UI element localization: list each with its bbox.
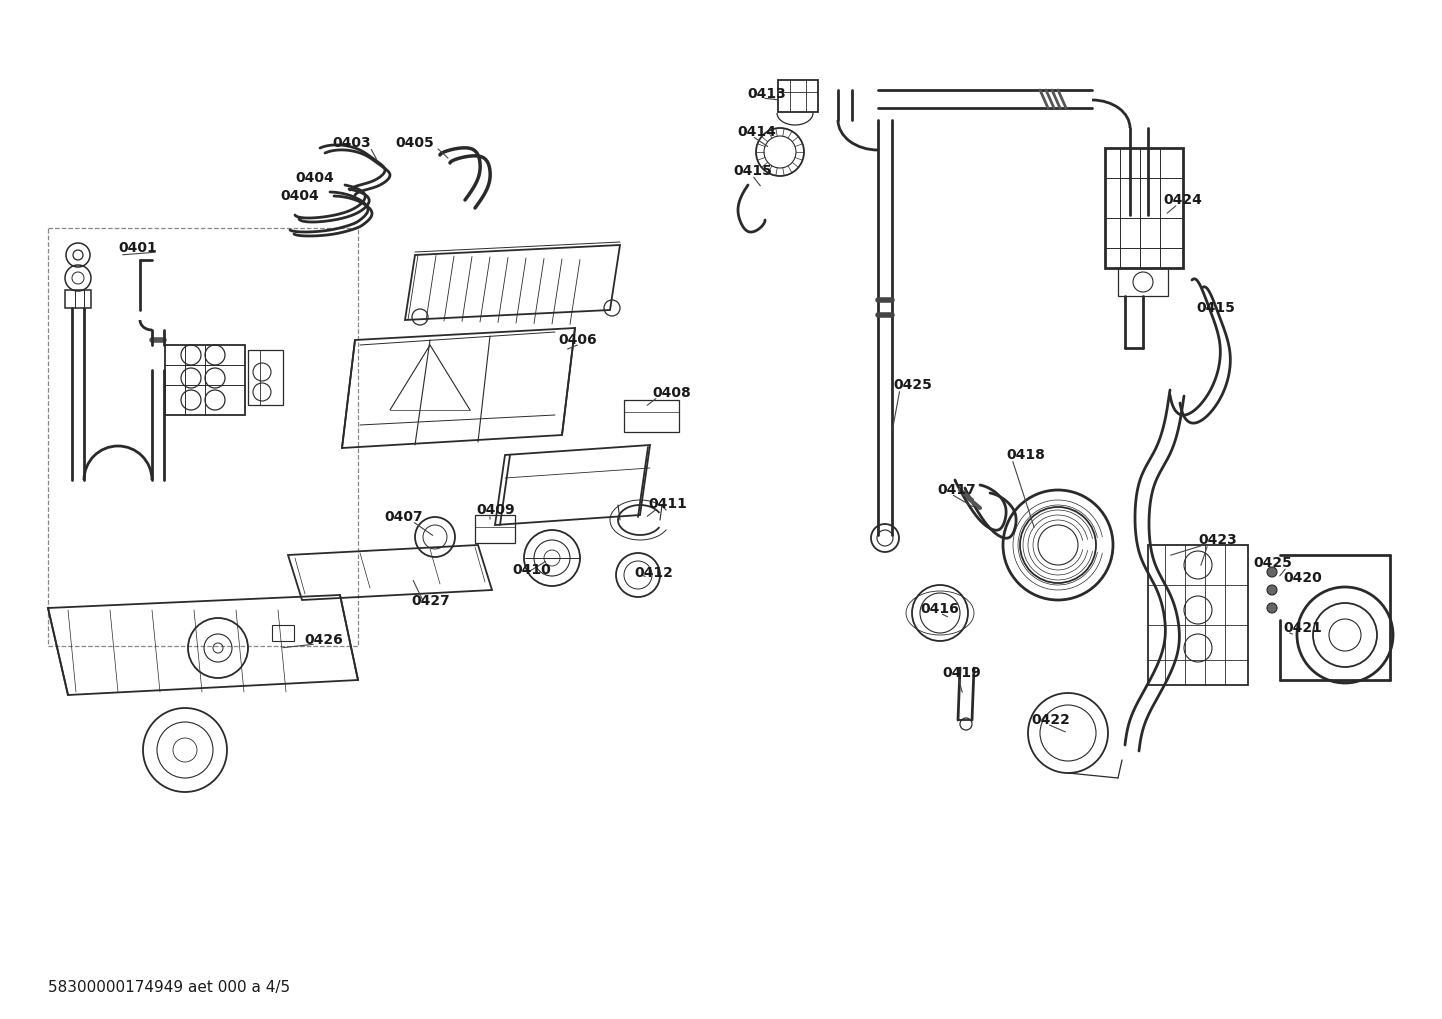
- Bar: [1148, 545, 1247, 685]
- Text: 0415: 0415: [1195, 301, 1234, 315]
- Text: 0419: 0419: [942, 666, 981, 680]
- Text: 0416: 0416: [920, 602, 959, 616]
- Text: 0415: 0415: [733, 164, 771, 178]
- Text: 0424: 0424: [1164, 193, 1201, 207]
- Bar: [1105, 148, 1182, 268]
- Text: 0427: 0427: [411, 594, 450, 608]
- Text: 0409: 0409: [476, 503, 515, 517]
- Text: 0408: 0408: [652, 386, 691, 400]
- Bar: [273, 625, 294, 641]
- Text: 0412: 0412: [634, 566, 673, 580]
- Bar: [164, 345, 245, 415]
- Text: 0426: 0426: [304, 633, 343, 647]
- Bar: [48, 228, 358, 646]
- Bar: [624, 400, 679, 432]
- Circle shape: [1268, 603, 1278, 613]
- Text: 0404: 0404: [280, 189, 319, 203]
- Bar: [1118, 268, 1168, 296]
- Circle shape: [1268, 567, 1278, 577]
- Text: 0425: 0425: [1253, 556, 1292, 570]
- Text: 0420: 0420: [1283, 571, 1322, 585]
- Text: 0401: 0401: [118, 242, 157, 255]
- Text: 0425: 0425: [893, 378, 932, 392]
- Text: 0423: 0423: [1198, 533, 1237, 547]
- Text: 0413: 0413: [747, 87, 786, 101]
- Text: 0405: 0405: [395, 136, 434, 150]
- Bar: [474, 515, 515, 543]
- Circle shape: [1268, 585, 1278, 595]
- Text: 0418: 0418: [1007, 448, 1045, 462]
- Text: 0403: 0403: [332, 136, 371, 150]
- Text: 0404: 0404: [296, 171, 333, 185]
- Text: 0414: 0414: [737, 125, 776, 139]
- Text: 0421: 0421: [1283, 621, 1322, 635]
- Text: 58300000174949 aet 000 a 4/5: 58300000174949 aet 000 a 4/5: [48, 980, 290, 995]
- Bar: [248, 350, 283, 405]
- Text: 0411: 0411: [647, 497, 686, 511]
- Text: 0417: 0417: [937, 483, 976, 497]
- Text: 0422: 0422: [1031, 713, 1070, 727]
- Bar: [779, 81, 818, 112]
- Text: 0410: 0410: [512, 564, 551, 577]
- Text: 0407: 0407: [384, 510, 423, 524]
- Text: 0406: 0406: [558, 333, 597, 347]
